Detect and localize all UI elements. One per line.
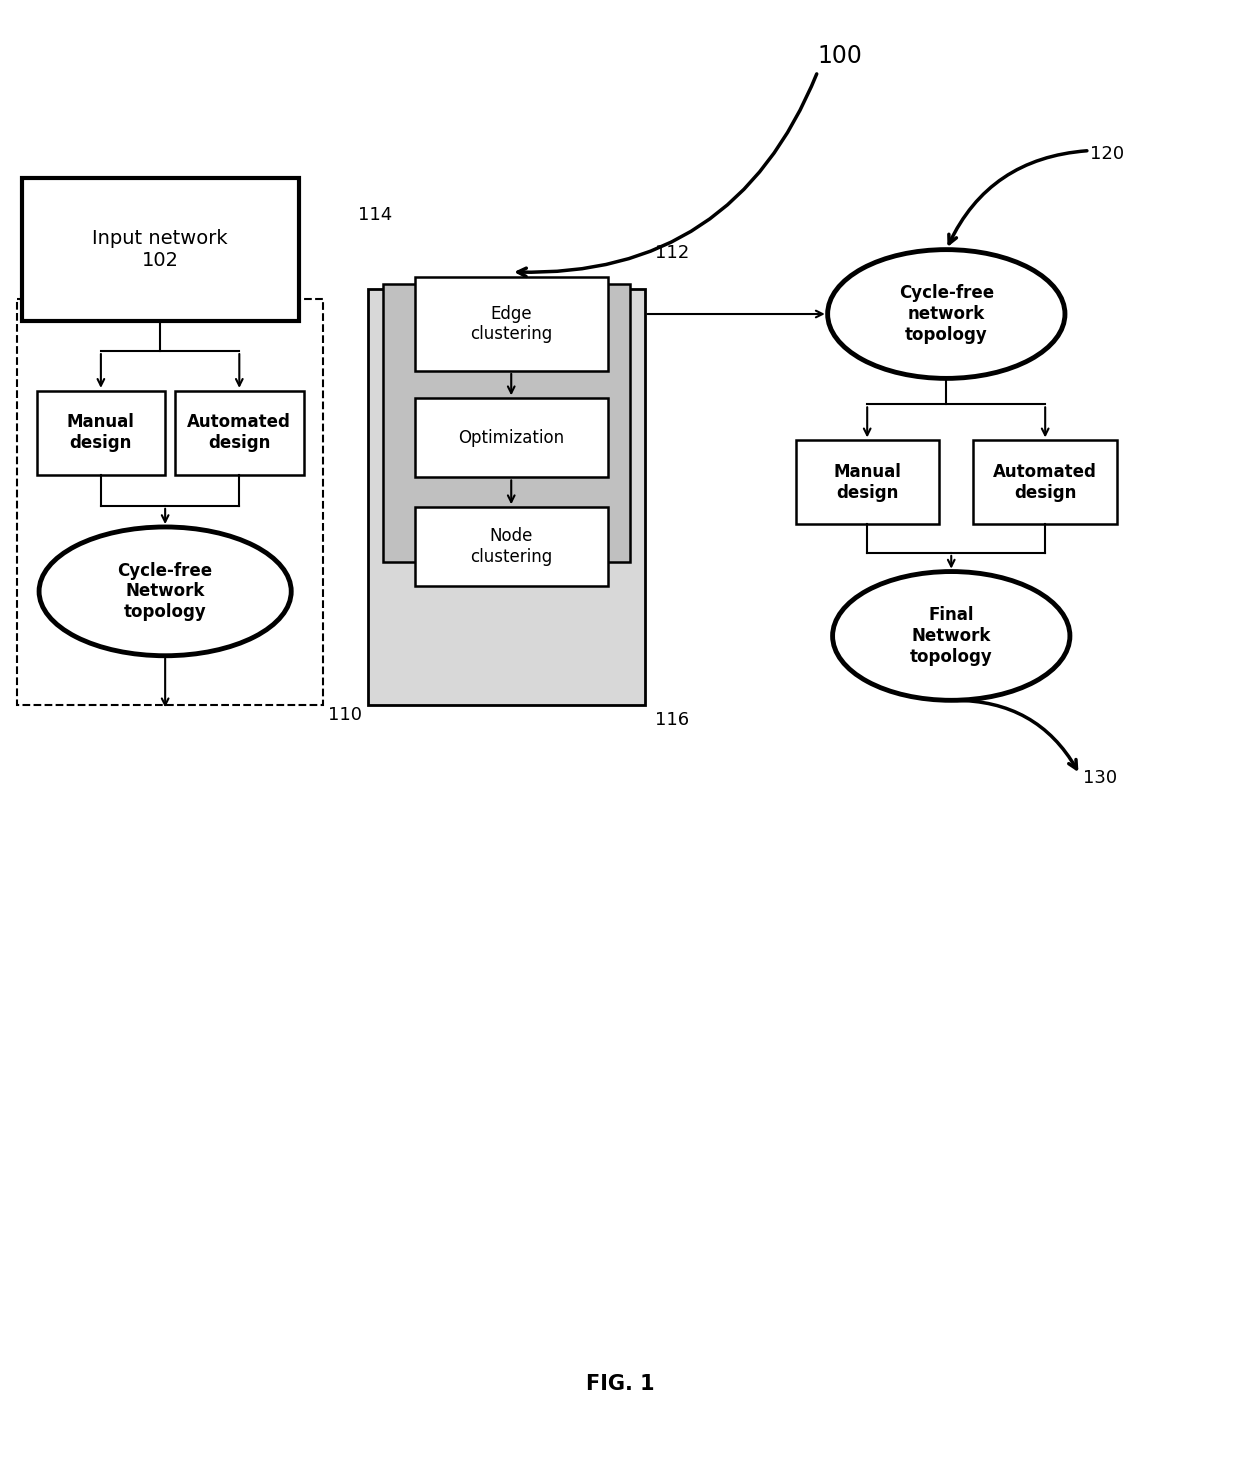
Ellipse shape [827, 249, 1065, 378]
Bar [22, 177, 299, 321]
Text: Cycle-free
Network
topology: Cycle-free Network topology [118, 561, 213, 622]
Bar [383, 284, 630, 561]
Text: 112: 112 [655, 243, 689, 261]
Text: Cycle-free
network
topology: Cycle-free network topology [899, 284, 994, 345]
Text: 120: 120 [1090, 145, 1123, 163]
Text: 116: 116 [655, 711, 688, 729]
Text: 130: 130 [1083, 768, 1117, 787]
Ellipse shape [40, 526, 291, 655]
Text: FIG. 1: FIG. 1 [585, 1374, 655, 1394]
Text: Automated
design: Automated design [993, 463, 1097, 501]
Text: Manual
design: Manual design [833, 463, 901, 501]
Text: 110: 110 [329, 707, 362, 724]
Bar [368, 289, 645, 705]
Text: Edge
clustering: Edge clustering [470, 305, 552, 343]
Text: 114: 114 [358, 205, 392, 224]
Text: Final
Network
topology: Final Network topology [910, 605, 993, 666]
Text: Node
clustering: Node clustering [470, 528, 552, 566]
Text: Input network
102: Input network 102 [93, 229, 228, 270]
Bar [415, 277, 608, 371]
Bar [17, 299, 324, 705]
Text: Automated
design: Automated design [187, 413, 291, 453]
Bar [796, 440, 939, 525]
Bar [175, 391, 304, 475]
Text: Manual
design: Manual design [67, 413, 135, 453]
Bar [973, 440, 1117, 525]
Bar [415, 507, 608, 586]
Text: 100: 100 [817, 44, 863, 69]
Text: Optimization: Optimization [458, 430, 564, 447]
Bar [37, 391, 165, 475]
Ellipse shape [832, 572, 1070, 701]
Bar [415, 399, 608, 478]
